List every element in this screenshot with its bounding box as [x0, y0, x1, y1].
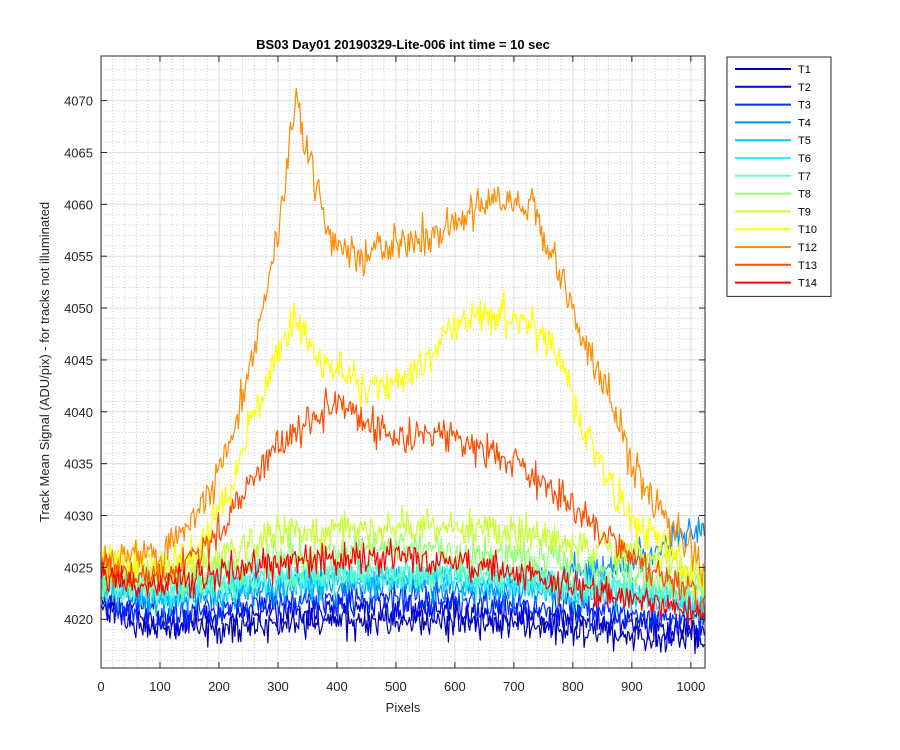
x-tick-label: 600	[444, 679, 466, 694]
legend: T1 T2 T3 T4 T5 T6 T7 T8 T9 T10 T12 T13 T14	[726, 56, 832, 297]
series-line-t2	[101, 588, 705, 648]
x-axis-label: Pixels	[386, 700, 421, 715]
legend-label: T4	[798, 117, 811, 129]
series-line-t8	[101, 529, 705, 604]
series-line-t3	[101, 580, 705, 642]
legend-label: T8	[798, 189, 811, 201]
x-tick-label: 200	[208, 679, 230, 694]
y-tick-label: 4055	[64, 249, 93, 264]
y-tick-label: 4050	[64, 301, 93, 316]
x-tick-label: 900	[621, 679, 643, 694]
axis-ticks	[100, 56, 705, 668]
x-tick-label: 800	[562, 679, 584, 694]
y-axis-label: Track Mean Signal (ADU/pix) - for tracks…	[37, 202, 52, 522]
y-tick-label: 4040	[64, 405, 93, 420]
x-tick-label: 500	[385, 679, 407, 694]
y-tick-label: 4030	[64, 509, 93, 524]
legend-label: T7	[798, 171, 811, 183]
x-tick-label: 0	[97, 679, 104, 694]
legend-label: T12	[798, 242, 817, 254]
x-tick-label: 700	[503, 679, 525, 694]
legend-label: T3	[798, 100, 811, 112]
series-line-t7	[101, 553, 705, 607]
series-layer	[101, 87, 705, 655]
y-tick-label: 4025	[64, 560, 93, 575]
x-tick-labels: 0 100 200 300 400 500 600 700 800 900 1000	[97, 679, 705, 694]
x-tick-label: 300	[267, 679, 289, 694]
legend-label: T13	[798, 260, 817, 272]
y-tick-label: 4070	[64, 94, 93, 109]
y-tick-label: 4045	[64, 353, 93, 368]
x-tick-label: 1000	[676, 679, 705, 694]
y-tick-label: 4065	[64, 145, 93, 160]
plot-frame	[100, 55, 706, 669]
legend-label: T6	[798, 153, 811, 165]
chart-title: BS03 Day01 20190329-Lite-006 int time = …	[256, 37, 550, 52]
series-line-t10	[101, 289, 705, 607]
y-tick-label: 4035	[64, 457, 93, 472]
x-tick-label: 400	[326, 679, 348, 694]
x-tick-label: 100	[149, 679, 171, 694]
legend-label: T2	[798, 82, 811, 94]
legend-label: T5	[798, 135, 811, 147]
legend-label: T1	[798, 64, 811, 76]
series-line-t13	[101, 387, 705, 619]
legend-label: T9	[798, 206, 811, 218]
y-tick-labels: 4020 4025 4030 4035 4040 4045 4050 4055 4060 4065…	[64, 94, 93, 628]
legend-label: T14	[798, 278, 817, 290]
legend-label: T10	[798, 224, 817, 236]
series-line-t12	[101, 87, 705, 587]
y-tick-label: 4020	[64, 612, 93, 627]
series-line-t14	[101, 538, 705, 626]
y-tick-label: 4060	[64, 197, 93, 212]
